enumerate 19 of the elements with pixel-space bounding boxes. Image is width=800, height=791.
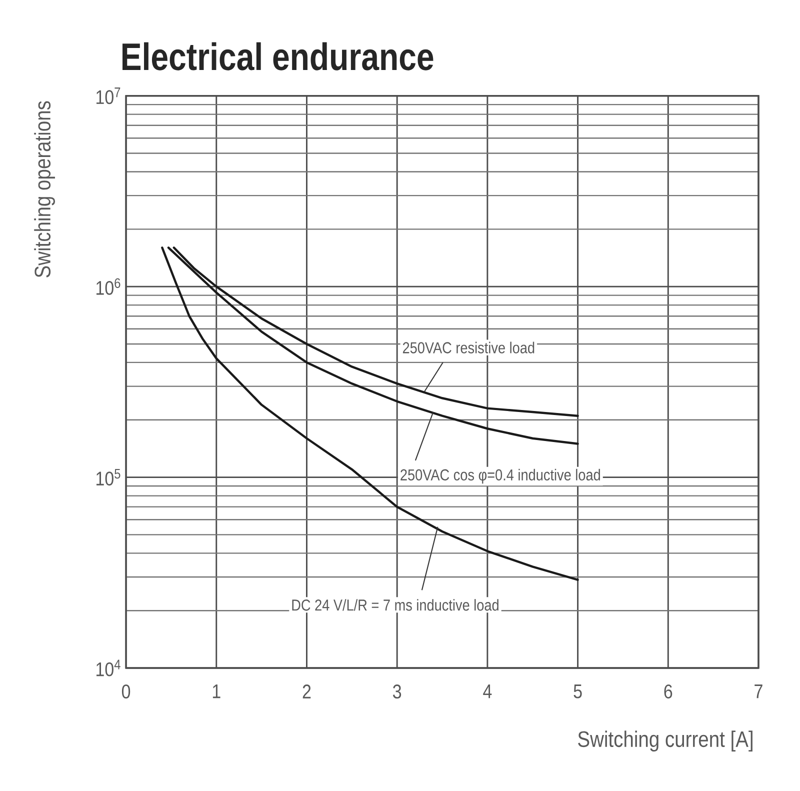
x-tick-label: 2 <box>302 684 311 699</box>
annotation: 250VAC cos φ=0.4 inductive load <box>400 469 600 484</box>
annotation: 250VAC resistive load <box>402 342 534 354</box>
annotation: DC 24 V/L/R = 7 ms inductive load <box>292 599 498 611</box>
y-tick-label: 10$^{5}$ <box>96 469 120 486</box>
line-series <box>167 246 579 446</box>
x-tick-label: 5 <box>574 684 582 699</box>
x-tick-label: 4 <box>483 684 492 698</box>
x-tick-label: 6 <box>664 684 672 699</box>
chart-title: Electrical endurance <box>122 42 434 71</box>
x-tick-label: 1 <box>212 684 220 698</box>
x-axis-title: Switching current [A] <box>578 730 752 752</box>
x-tick-label: 3 <box>392 684 402 699</box>
y-axis-title: Switching operations <box>34 101 55 278</box>
y-tick-label: 10$^{6}$ <box>96 278 120 296</box>
x-tick-label: 7 <box>754 684 762 698</box>
y-tick-label: 10$^{7}$ <box>96 88 120 104</box>
x-tick-label: 0 <box>122 684 130 699</box>
y-tick-label: 10$^{4}$ <box>96 660 120 677</box>
